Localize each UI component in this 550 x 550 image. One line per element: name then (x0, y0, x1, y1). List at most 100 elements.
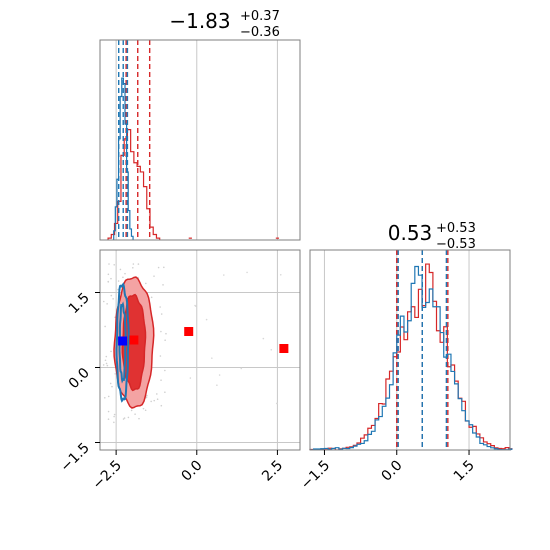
scatter-point (246, 271, 248, 274)
scatter-point (110, 294, 113, 297)
scatter-point (134, 413, 136, 415)
x-tick-label: 0.0 (179, 458, 206, 485)
scatter-point (205, 318, 208, 321)
scatter-point (106, 303, 108, 305)
scatter-point (194, 305, 197, 307)
scatter-point (160, 313, 163, 315)
joint-x-ticks: −2.5 0.0 2.5 (90, 450, 286, 493)
scatter-point (119, 268, 122, 271)
scatter-point (105, 355, 108, 358)
scatter-point (164, 391, 166, 394)
scatter-point (150, 296, 153, 299)
scatter-point (262, 337, 265, 340)
scatter-point (223, 274, 225, 276)
scatter-point (218, 374, 221, 376)
marginal-x2-x-ticks: −1.5 0.0 1.5 (298, 450, 478, 493)
scatter-point (113, 413, 116, 416)
x-tick-label: 0.0 (379, 458, 406, 485)
scatter-point (105, 362, 108, 365)
scatter-point (132, 263, 135, 265)
scatter-point (270, 349, 273, 351)
scatter-point (279, 273, 282, 276)
scatter-point (146, 394, 148, 397)
scatter-point (107, 418, 110, 420)
scatter-point (138, 417, 140, 420)
y-tick-label: 0.0 (66, 365, 93, 392)
scatter-point (159, 306, 161, 308)
scatter-point (117, 280, 120, 282)
scatter-point (156, 398, 159, 401)
joint-markers (118, 327, 289, 353)
joint-frame (99, 249, 301, 451)
scatter-point (165, 332, 167, 335)
x-tick-label: 1.5 (451, 458, 478, 485)
joint-y-ticks: −1.5 0.0 1.5 (57, 290, 100, 475)
marker-marker_red (279, 344, 289, 353)
scatter-point (114, 373, 117, 375)
scatter-point (107, 280, 110, 283)
scatter-point (113, 264, 116, 266)
x-tick-label: −2.5 (90, 458, 125, 493)
scatter-point (122, 418, 125, 420)
scatter-point (132, 266, 134, 269)
joint-panel: −2.5 0.0 2.5 −1.5 0.0 1.5 (57, 249, 301, 493)
marginal-x1-frame (99, 39, 301, 241)
scatter-point (127, 416, 130, 419)
scatter-point (163, 266, 165, 269)
scatter-point (123, 417, 126, 419)
title1-value: −1.83 (169, 9, 230, 33)
scatter-point (160, 330, 162, 333)
scatter-point (111, 385, 113, 388)
scatter-point (112, 298, 114, 300)
scatter-point (150, 400, 152, 403)
histogram-blue (309, 265, 513, 451)
marginal-x2-title: 0.53 (388, 221, 433, 245)
scatter-point (110, 277, 112, 280)
scatter-point (142, 407, 145, 410)
x-tick-label: −1.5 (298, 458, 333, 493)
title1-plus: +0.37 (240, 9, 280, 24)
scatter-point (275, 402, 278, 405)
scatter-point (103, 396, 106, 399)
scatter-point (160, 379, 162, 381)
scatter-point (113, 415, 115, 418)
scatter-point (240, 367, 243, 370)
marginal-x2-panel: −1.5 0.0 1.5 0.53 +0.53 −0.53 (298, 221, 513, 493)
scatter-point (122, 276, 124, 279)
scatter-point (124, 272, 126, 275)
scatter-point (189, 377, 192, 379)
histogram-red (107, 129, 161, 240)
scatter-point (164, 369, 166, 372)
marker-marker_red (184, 327, 194, 336)
scatter-point (211, 357, 213, 359)
scatter-point (104, 325, 106, 328)
scatter-point (162, 284, 164, 286)
title2-value: 0.53 (388, 221, 433, 245)
scatter-point (108, 263, 110, 265)
marginal-x1-panel: −1.83 +0.37 −0.36 (99, 9, 301, 241)
marginal-x2-histograms (309, 250, 513, 451)
scatter-point (216, 384, 218, 386)
scatter-point (153, 275, 155, 277)
scatter-point (107, 273, 110, 276)
marker-marker_red (129, 335, 139, 345)
scatter-point (106, 364, 109, 367)
x-tick-label: 2.5 (259, 458, 286, 485)
scatter-point (157, 266, 160, 269)
title2-minus: −0.53 (436, 237, 476, 252)
y-tick-label: 1.5 (66, 290, 93, 317)
scatter-point (137, 263, 140, 265)
scatter-point (107, 410, 110, 413)
marginal-x1-title: −1.83 (169, 9, 230, 33)
scatter-point (159, 355, 162, 357)
scatter-point (102, 364, 105, 366)
blue-contour-outer (115, 282, 130, 403)
scatter-point (102, 300, 105, 303)
scatter-point (145, 282, 147, 285)
scatter-point (104, 359, 107, 362)
scatter-point (110, 350, 112, 353)
marginal-x1-grid (115, 40, 278, 240)
scatter-point (130, 409, 133, 412)
title2-plus: +0.53 (436, 221, 476, 236)
